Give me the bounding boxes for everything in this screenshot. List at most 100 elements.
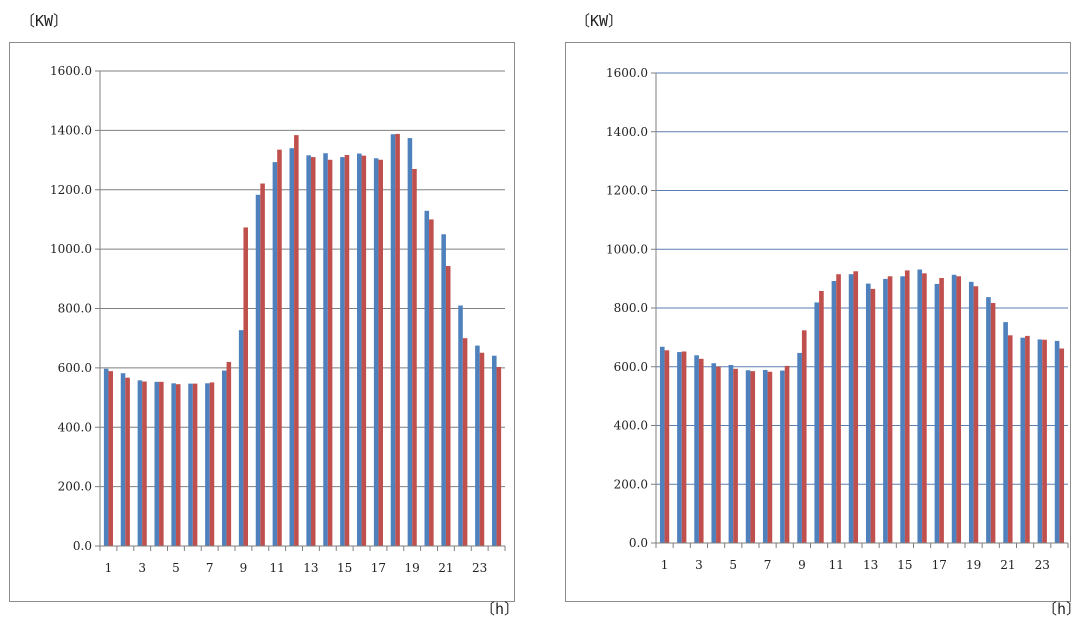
bar-series-2-hour-21 bbox=[1007, 335, 1013, 543]
x-tick-label: 19 bbox=[966, 558, 981, 572]
bar-series-1-hour-22 bbox=[458, 305, 463, 546]
bar-series-2-hour-20 bbox=[990, 303, 996, 543]
bar-series-2-hour-15 bbox=[344, 155, 350, 546]
bar-chart-right: 0.0 200.0 400.0 600.0 800.0 1000.0 1200.0 1400.… bbox=[606, 66, 1069, 572]
bar-series-2-hour-18 bbox=[956, 276, 962, 543]
bar-series-1-hour-1 bbox=[103, 368, 109, 546]
bar-series-2-hour-19 bbox=[973, 286, 979, 543]
bar-series-2-hour-3 bbox=[142, 381, 147, 546]
bar-series-1-hour-19 bbox=[407, 138, 413, 546]
bar-series-1-hour-20 bbox=[986, 297, 991, 543]
bar-series-2-hour-6 bbox=[192, 383, 198, 546]
x-tick-label: 7 bbox=[764, 558, 772, 572]
bar-series-2-hour-2 bbox=[125, 377, 130, 546]
bar-series-1-hour-21 bbox=[1003, 322, 1008, 543]
bar-series-1-hour-14 bbox=[883, 278, 888, 543]
bar-series-2-hour-4 bbox=[716, 366, 721, 543]
x-tick-label: 1 bbox=[105, 561, 113, 575]
bar-series-2-hour-9 bbox=[243, 227, 248, 546]
bar-series-1-hour-10 bbox=[255, 194, 261, 546]
bar-series-1-hour-11 bbox=[272, 162, 278, 546]
bar-series-2-hour-11 bbox=[277, 149, 282, 546]
chart-panel-right: 0.0 200.0 400.0 600.0 800.0 1000.0 1200.0 1400.… bbox=[565, 42, 1071, 602]
y-tick-label: 800.0 bbox=[614, 301, 648, 315]
bar-series-1-hour-5 bbox=[728, 364, 734, 543]
bar-series-2-hour-7 bbox=[767, 371, 773, 543]
y-tick-label: 400.0 bbox=[58, 420, 92, 434]
bar-series-2-hour-24 bbox=[1059, 348, 1065, 543]
bar-series-1-hour-8 bbox=[780, 370, 785, 543]
bar-series-1-hour-7 bbox=[762, 369, 768, 543]
bar-series-2-hour-12 bbox=[294, 135, 299, 546]
bar-series-1-hour-13 bbox=[865, 283, 871, 543]
bar-series-1-hour-4 bbox=[154, 381, 160, 546]
bar-series-2-hour-14 bbox=[887, 276, 893, 543]
y-tick-label: 600.0 bbox=[58, 361, 92, 375]
x-tick-label: 11 bbox=[270, 561, 285, 575]
y-tick-label: 200.0 bbox=[58, 480, 92, 494]
bar-series-1-hour-5 bbox=[171, 383, 176, 546]
chart-panel-left: 0.0 200.0 400.0 600.0 800.0 1000.0 1200.0 1400.… bbox=[9, 42, 515, 602]
y-tick-label: 1400.0 bbox=[50, 123, 92, 137]
x-tick-label: 21 bbox=[1000, 558, 1015, 572]
bar-series-1-hour-18 bbox=[951, 274, 957, 543]
x-tick-label: 19 bbox=[405, 561, 420, 575]
x-tick-label: 5 bbox=[729, 558, 737, 572]
bar-chart-left: 0.0 200.0 400.0 600.0 800.0 1000.0 1200.0 1400.… bbox=[50, 64, 506, 575]
x-unit-label-left: 〔h〕 bbox=[480, 600, 520, 618]
bar-series-1-hour-24 bbox=[492, 355, 497, 546]
x-tick-label: 5 bbox=[172, 561, 180, 575]
bar-series-1-hour-18 bbox=[390, 134, 396, 546]
bar-series-1-hour-12 bbox=[289, 148, 295, 546]
x-unit-label-right: 〔h〕 bbox=[1042, 600, 1078, 618]
x-tick-label: 15 bbox=[897, 558, 912, 572]
bar-series-2-hour-2 bbox=[681, 351, 687, 543]
x-tick-label: 9 bbox=[240, 561, 248, 575]
x-tick-label: 15 bbox=[337, 561, 352, 575]
bar-series-2-hour-3 bbox=[698, 358, 704, 543]
bar-series-1-hour-2 bbox=[120, 373, 126, 546]
bar-series-2-hour-8 bbox=[784, 365, 790, 543]
x-tick-label: 17 bbox=[932, 558, 947, 572]
bar-series-2-hour-5 bbox=[733, 368, 738, 543]
bar-series-2-hour-22 bbox=[462, 338, 468, 546]
bar-series-2-hour-6 bbox=[750, 371, 756, 543]
bar-series-2-hour-5 bbox=[175, 384, 181, 546]
bar-series-1-hour-16 bbox=[357, 153, 362, 546]
bar-series-1-hour-3 bbox=[137, 380, 143, 546]
y-tick-label: 1600.0 bbox=[606, 66, 648, 80]
bar-series-1-hour-17 bbox=[934, 283, 940, 543]
x-tick-label: 23 bbox=[472, 561, 487, 575]
bar-series-2-hour-17 bbox=[939, 278, 944, 543]
bar-series-2-hour-14 bbox=[327, 159, 333, 546]
bar-series-1-hour-13 bbox=[306, 155, 311, 546]
bar-series-2-hour-10 bbox=[260, 183, 265, 546]
bar-series-1-hour-20 bbox=[424, 210, 430, 546]
y-tick-label: 1000.0 bbox=[50, 242, 92, 256]
bar-series-2-hour-18 bbox=[395, 133, 400, 546]
bar-series-1-hour-6 bbox=[188, 383, 193, 546]
x-tick-label: 11 bbox=[829, 558, 844, 572]
y-tick-label: 800.0 bbox=[58, 302, 92, 316]
bar-series-2-hour-12 bbox=[853, 271, 859, 543]
bar-series-2-hour-24 bbox=[496, 366, 502, 546]
bar-series-1-hour-9 bbox=[238, 330, 244, 546]
x-tick-label: 9 bbox=[798, 558, 806, 572]
bar-series-1-hour-9 bbox=[797, 352, 802, 543]
bar-series-1-hour-17 bbox=[373, 158, 379, 546]
bar-series-2-hour-11 bbox=[836, 274, 841, 543]
y-tick-label: 0.0 bbox=[73, 539, 92, 553]
x-tick-label: 7 bbox=[206, 561, 214, 575]
x-tick-label: 3 bbox=[138, 561, 146, 575]
bar-series-1-hour-14 bbox=[323, 153, 328, 546]
bar-series-1-hour-8 bbox=[222, 370, 227, 546]
bar-series-1-hour-21 bbox=[441, 234, 446, 546]
bar-series-1-hour-11 bbox=[831, 280, 837, 543]
y-tick-label: 200.0 bbox=[614, 477, 648, 491]
bar-series-1-hour-15 bbox=[900, 276, 905, 543]
bar-series-1-hour-3 bbox=[694, 355, 699, 543]
bar-series-1-hour-10 bbox=[814, 302, 820, 543]
bar-series-1-hour-12 bbox=[848, 274, 854, 543]
y-tick-label: 1000.0 bbox=[606, 242, 648, 256]
y-tick-label: 0.0 bbox=[629, 536, 648, 550]
